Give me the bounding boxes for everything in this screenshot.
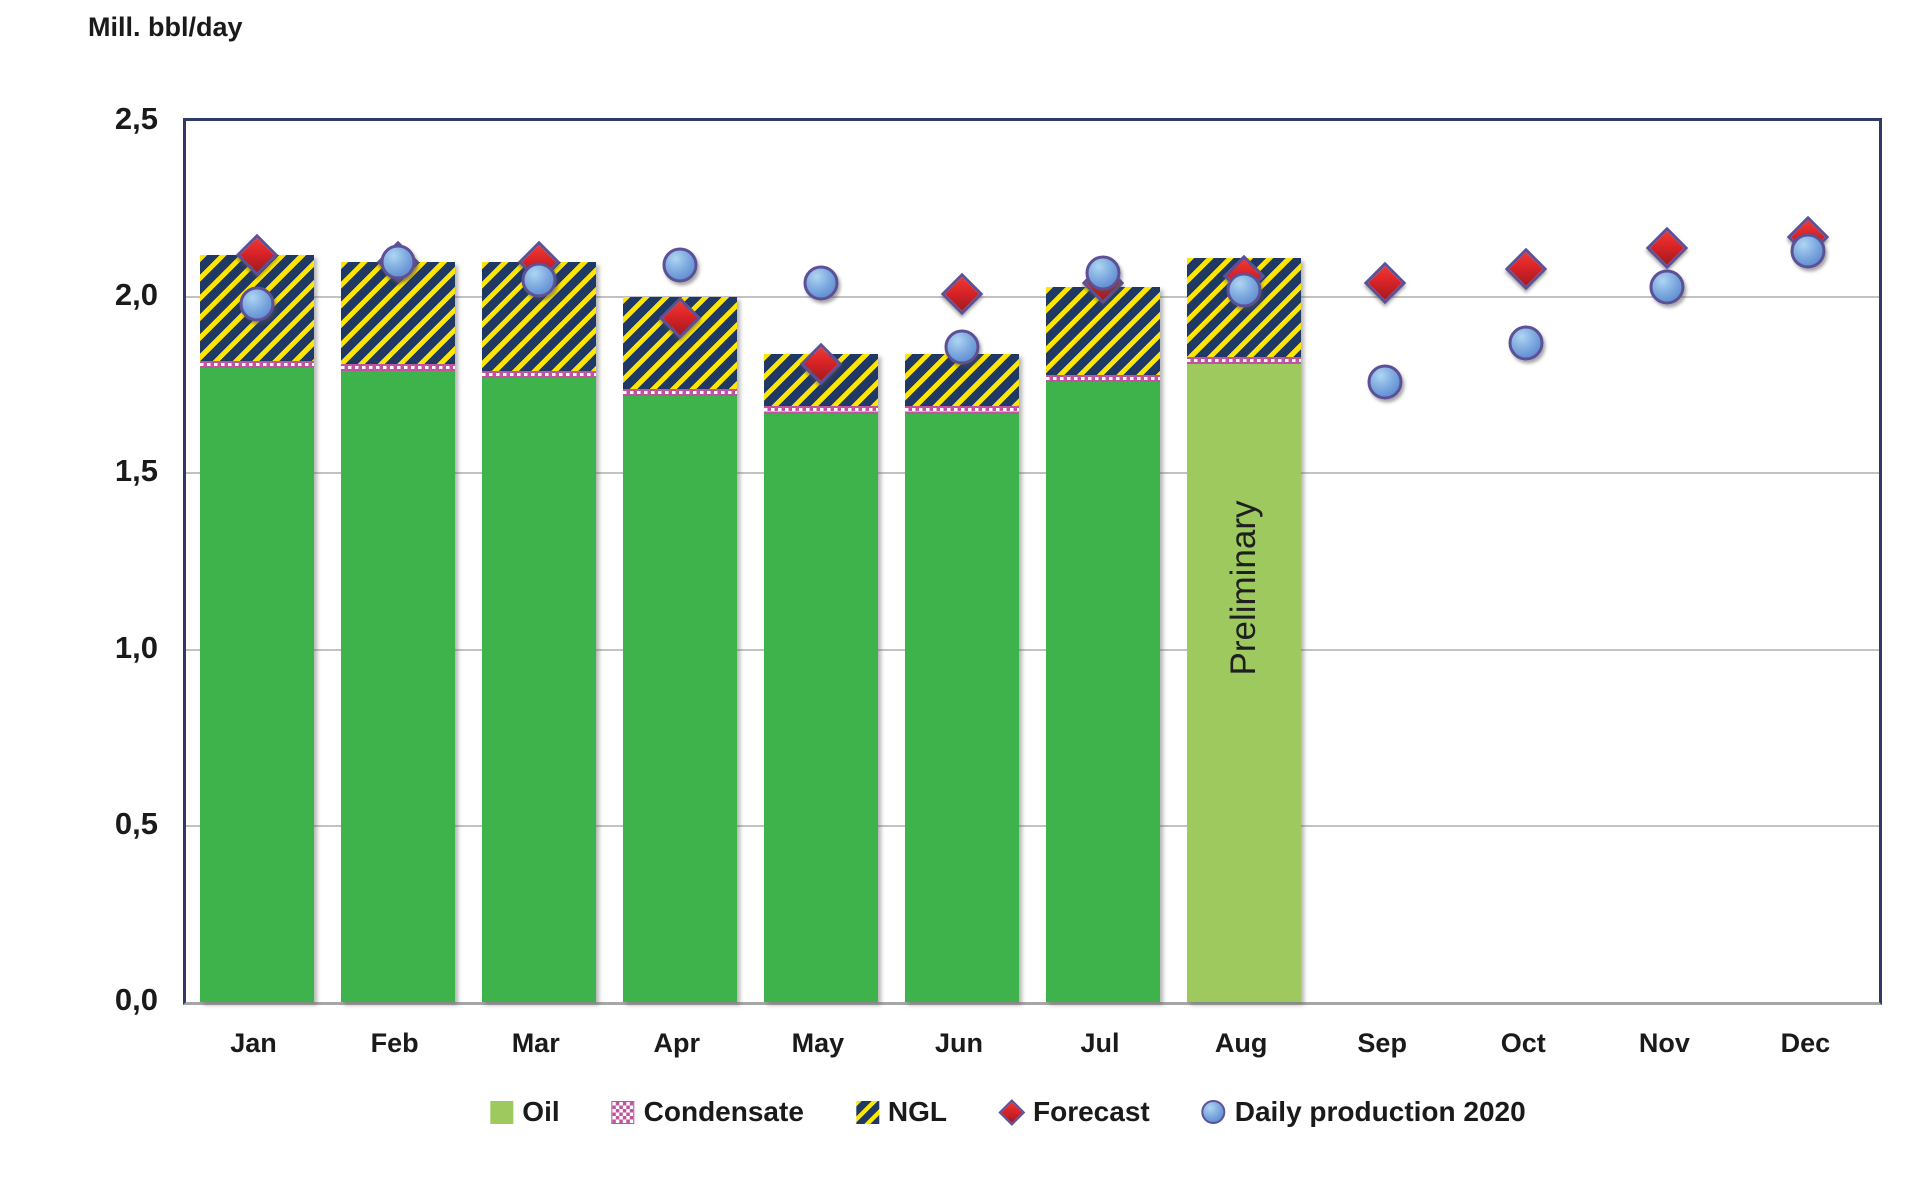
legend-label-daily-production: Daily production 2020 [1234, 1096, 1526, 1127]
oil-segment [199, 367, 314, 1002]
legend-label-forecast: Forecast [1033, 1096, 1150, 1127]
legend-item-ngl: NGL [855, 1096, 948, 1128]
y-tick-label: 0,0 [114, 982, 158, 1017]
x-tick-label-oct: Oct [1500, 1028, 1546, 1058]
x-tick-label-mar: Mar [511, 1028, 560, 1058]
daily-production-marker-oct [1508, 325, 1544, 361]
condensate-segment [622, 388, 737, 396]
gridline-1,5 [186, 472, 1879, 475]
condensate-segment [904, 406, 1019, 414]
y-tick-mark [186, 296, 198, 299]
x-tick-label-sep: Sep [1357, 1028, 1407, 1058]
condensate-segment [1187, 357, 1302, 365]
x-tick-label-aug: Aug [1214, 1028, 1268, 1058]
forecast-diamond-icon [998, 1098, 1025, 1126]
y-tick-mark [186, 824, 198, 827]
y-tick-label: 2,0 [114, 277, 158, 313]
x-tick-label-jan: Jan [230, 1028, 277, 1058]
gridline-1,0 [186, 648, 1879, 651]
oil-segment [1046, 381, 1161, 1002]
oil-swatch-icon [490, 1100, 514, 1124]
bar-feb [340, 261, 455, 1002]
y-tick-mark [186, 472, 198, 475]
legend-label-oil: Oil [522, 1096, 560, 1127]
daily-production-circle-icon [1201, 1100, 1226, 1124]
oil-segment [340, 371, 455, 1002]
daily-production-marker-apr [662, 247, 698, 283]
legend-label-condensate: Condensate [643, 1096, 804, 1127]
legend-item-condensate: Condensate [611, 1096, 804, 1128]
condensate-segment [1046, 374, 1161, 382]
x-tick-label-apr: Apr [653, 1028, 701, 1058]
bar-jan [199, 254, 314, 1002]
condensate-swatch-icon [611, 1100, 635, 1124]
y-tick-label: 2,5 [114, 101, 158, 136]
daily-production-marker-mar [521, 262, 557, 298]
x-tick-label-nov: Nov [1638, 1028, 1690, 1058]
condensate-segment [481, 371, 596, 379]
y-tick-label: 0,5 [114, 805, 158, 841]
x-tick-label-feb: Feb [370, 1028, 419, 1058]
bar-mar [481, 261, 596, 1002]
bar-jul [1046, 286, 1161, 1002]
y-axis-title: Mill. bbl/day [88, 12, 243, 42]
legend-label-ngl: NGL [887, 1096, 948, 1127]
bar-jun [904, 353, 1019, 1002]
preliminary-label: Preliminary [1224, 500, 1264, 676]
forecast-marker-nov [1646, 226, 1689, 270]
forecast-marker-oct [1505, 247, 1548, 291]
condensate-segment [340, 364, 455, 372]
y-tick-label: 1,5 [114, 453, 158, 489]
daily-production-marker-sep [1367, 364, 1403, 400]
legend: Oil Condensate NGL Forecast Daily produc… [490, 1096, 1526, 1128]
condensate-segment [199, 360, 314, 368]
oil-segment [904, 413, 1019, 1002]
daily-production-marker-may [803, 265, 839, 301]
plot-area: Preliminary [183, 118, 1882, 1005]
legend-item-oil: Oil [490, 1096, 560, 1128]
legend-item-daily-production: Daily production 2020 [1201, 1096, 1526, 1128]
gridline-2,0 [186, 296, 1879, 299]
daily-production-marker-jun [944, 329, 980, 365]
legend-item-forecast: Forecast [998, 1096, 1150, 1128]
y-tick-label: 1,0 [114, 629, 158, 665]
gridline-0,5 [186, 824, 1879, 827]
bar-aug [1187, 258, 1302, 1002]
x-tick-label-jun: Jun [934, 1028, 983, 1058]
oil-segment [622, 395, 737, 1002]
daily-production-marker-jul [1085, 255, 1121, 291]
y-tick-mark [186, 648, 198, 651]
oil-segment [1187, 364, 1302, 1002]
bar-may [763, 353, 878, 1002]
daily-production-marker-nov [1649, 269, 1685, 305]
daily-production-marker-jan [239, 286, 275, 322]
daily-production-marker-feb [380, 244, 416, 280]
forecast-marker-jun [940, 272, 984, 315]
bar-apr [622, 297, 737, 1002]
oil-segment [763, 413, 878, 1002]
x-tick-label-dec: Dec [1780, 1028, 1831, 1058]
daily-production-marker-dec [1790, 233, 1826, 269]
oil-segment [481, 378, 596, 1002]
x-tick-label-jul: Jul [1080, 1028, 1120, 1058]
condensate-segment [763, 406, 878, 414]
x-tick-label-may: May [791, 1028, 845, 1058]
ngl-swatch-icon [855, 1100, 879, 1124]
daily-production-marker-aug [1226, 272, 1262, 308]
